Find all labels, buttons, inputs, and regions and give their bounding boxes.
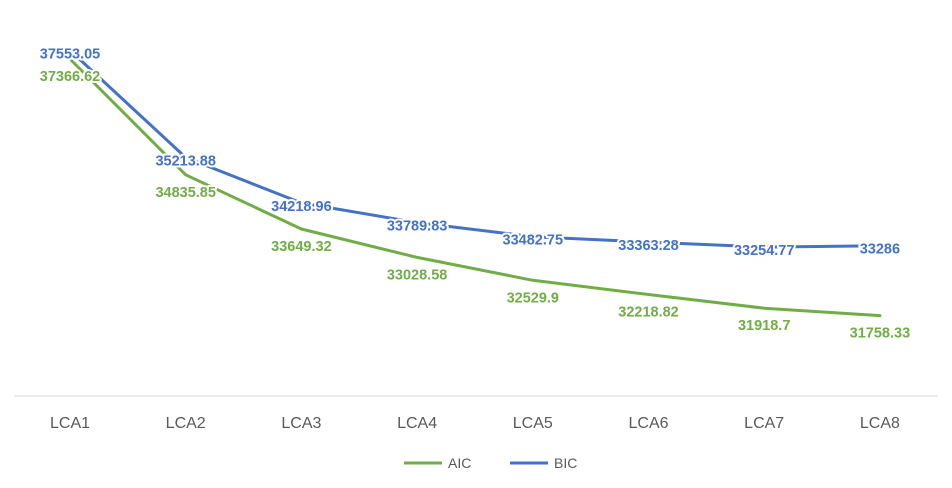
data-label-bic-8: 33286	[860, 242, 900, 258]
x-tick-label-lca6: LCA6	[628, 415, 668, 432]
data-label-aic-3: 33649.32	[271, 239, 331, 255]
data-label-bic-3: 34218.96	[271, 199, 331, 215]
data-label-aic-4: 33028.58	[387, 267, 447, 283]
data-label-halo-bic-8: 33286	[860, 242, 900, 258]
data-label-halo-aic-4: 33028.58	[387, 267, 447, 283]
data-label-halo-aic-2: 34835.85	[155, 185, 215, 201]
data-label-bic-4: 33789.83	[387, 219, 447, 235]
data-label-bic-7: 33254.77	[734, 243, 794, 259]
data-label-aic-1: 37366.62	[40, 69, 100, 85]
x-tick-label-lca1: LCA1	[50, 415, 90, 432]
series-line-bic	[68, 48, 882, 249]
data-label-halo-bic-4: 33789.83	[387, 219, 447, 235]
data-label-bic-1: 37553.05	[40, 46, 100, 62]
x-tick-label-lca4: LCA4	[397, 415, 437, 432]
data-label-halo-aic-3: 33649.32	[271, 239, 331, 255]
data-label-halo-bic-3: 34218.96	[271, 199, 331, 215]
series-line-aic	[68, 57, 882, 318]
x-axis-tick-labels: LCA1 LCA2 LCA3 LCA4 LCA5 LCA6 LCA7 LCA8	[50, 415, 900, 432]
x-tick-label-lca2: LCA2	[166, 415, 206, 432]
x-tick-label-lca5: LCA5	[513, 415, 553, 432]
data-labels: 37366.6237366.6234835.8534835.8533649.32…	[38, 44, 912, 343]
x-tick-label-lca7: LCA7	[744, 415, 784, 432]
legend-label-bic: BIC	[554, 455, 577, 471]
data-label-aic-7: 31918.7	[738, 318, 790, 334]
x-tick-label-lca3: LCA3	[281, 415, 321, 432]
series-lines	[68, 48, 882, 318]
data-label-bic-6: 33363.28	[618, 238, 678, 254]
data-label-aic-8: 31758.33	[850, 326, 910, 342]
legend-label-aic: AIC	[448, 455, 471, 471]
data-label-bic-2: 35213.88	[155, 153, 215, 169]
data-label-halo-aic-6: 32218.82	[618, 304, 678, 320]
data-label-halo-bic-7: 33254.77	[734, 243, 794, 259]
data-label-aic-6: 32218.82	[618, 304, 678, 320]
data-label-halo-aic-8: 31758.33	[850, 326, 910, 342]
data-label-halo-aic-5: 32529.9	[507, 290, 559, 306]
data-label-aic-5: 32529.9	[507, 290, 559, 306]
data-label-halo-bic-6: 33363.28	[618, 238, 678, 254]
data-label-halo-bic-1: 37553.05	[40, 46, 100, 62]
data-label-halo-bic-5: 33482.75	[503, 233, 563, 249]
data-label-bic-5: 33482.75	[503, 233, 563, 249]
x-tick-label-lca8: LCA8	[860, 415, 900, 432]
data-label-halo-bic-2: 35213.88	[155, 153, 215, 169]
data-label-aic-2: 34835.85	[155, 185, 215, 201]
data-label-halo-aic-7: 31918.7	[738, 318, 790, 334]
legend: AIC BIC	[404, 455, 577, 471]
data-label-halo-aic-1: 37366.62	[40, 69, 100, 85]
